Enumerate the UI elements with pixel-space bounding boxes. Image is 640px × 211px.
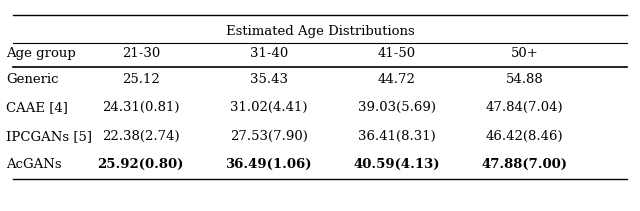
Text: CAAE [4]: CAAE [4] <box>6 101 68 114</box>
Text: Generic: Generic <box>6 73 59 86</box>
Text: 36.41(8.31): 36.41(8.31) <box>358 130 436 143</box>
Text: IPCGANs [5]: IPCGANs [5] <box>6 130 92 143</box>
Text: 47.88(7.00): 47.88(7.00) <box>482 158 568 171</box>
Text: Age group: Age group <box>6 47 76 60</box>
Text: 35.43: 35.43 <box>250 73 288 86</box>
Text: AcGANs: AcGANs <box>6 158 62 171</box>
Text: 31-40: 31-40 <box>250 47 288 60</box>
Text: 54.88: 54.88 <box>506 73 543 86</box>
Text: 25.92(0.80): 25.92(0.80) <box>98 158 184 171</box>
Text: 36.49(1.06): 36.49(1.06) <box>225 158 312 171</box>
Text: 27.53(7.90): 27.53(7.90) <box>230 130 308 143</box>
Text: 50+: 50+ <box>511 47 539 60</box>
Text: 44.72: 44.72 <box>378 73 416 86</box>
Text: Estimated Age Distributions: Estimated Age Distributions <box>226 24 414 38</box>
Text: 39.03(5.69): 39.03(5.69) <box>358 101 436 114</box>
Text: 24.31(0.81): 24.31(0.81) <box>102 101 180 114</box>
Text: 21-30: 21-30 <box>122 47 160 60</box>
Text: 41-50: 41-50 <box>378 47 416 60</box>
Text: 31.02(4.41): 31.02(4.41) <box>230 101 308 114</box>
Text: 22.38(2.74): 22.38(2.74) <box>102 130 180 143</box>
Text: 47.84(7.04): 47.84(7.04) <box>486 101 564 114</box>
Text: 25.12: 25.12 <box>122 73 159 86</box>
Text: 46.42(8.46): 46.42(8.46) <box>486 130 564 143</box>
Text: 40.59(4.13): 40.59(4.13) <box>353 158 440 171</box>
